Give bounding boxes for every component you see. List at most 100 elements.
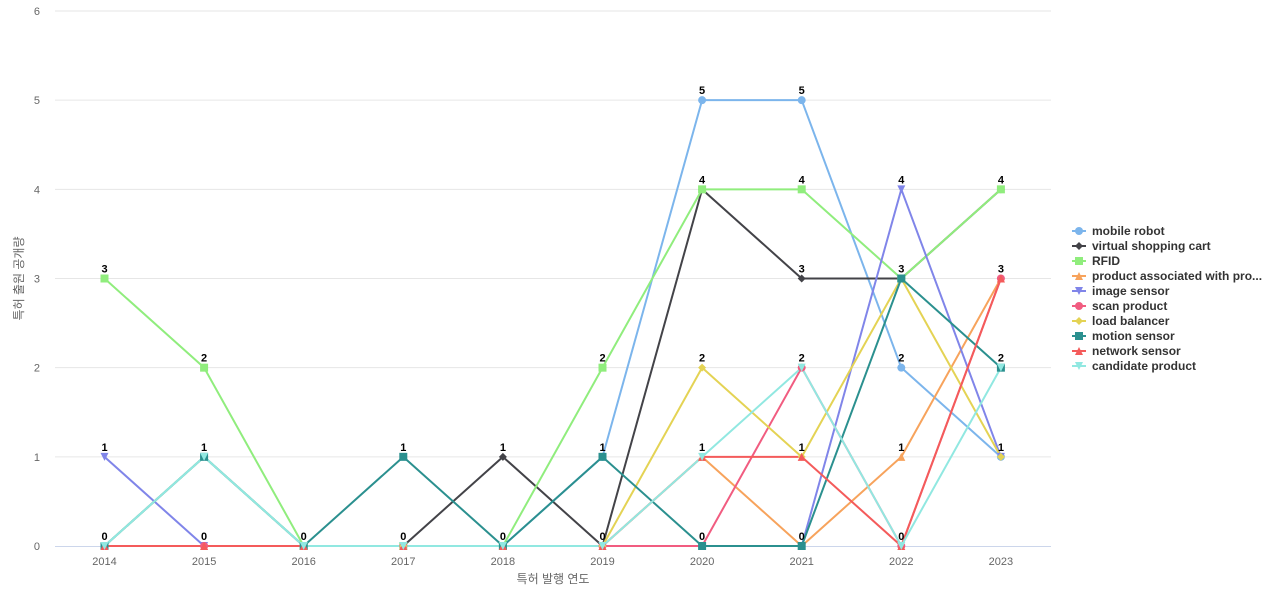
data-point[interactable] bbox=[897, 274, 906, 283]
y-axis-ticks: 0 1 2 3 4 5 6 bbox=[34, 6, 40, 553]
series-line[interactable] bbox=[103, 277, 1002, 547]
data-label: 2 bbox=[699, 353, 705, 365]
data-label: 5 bbox=[699, 85, 705, 97]
data-point[interactable] bbox=[498, 452, 507, 461]
data-label: 0 bbox=[201, 531, 207, 543]
data-point[interactable] bbox=[200, 363, 209, 372]
x-tick-label: 2022 bbox=[889, 556, 913, 568]
data-point[interactable] bbox=[797, 185, 806, 194]
data-label: 1 bbox=[101, 442, 107, 454]
series-line[interactable] bbox=[103, 277, 1002, 547]
data-label: 4 bbox=[699, 174, 706, 186]
data-point[interactable] bbox=[897, 185, 906, 194]
x-tick-label: 2016 bbox=[291, 556, 315, 568]
data-point[interactable] bbox=[797, 274, 806, 283]
data-point[interactable] bbox=[698, 363, 707, 372]
x-axis-ticks: 2014 2015 2016 2017 2018 2019 2020 2021 2022 2023 bbox=[92, 556, 1013, 568]
series-line[interactable] bbox=[103, 366, 1002, 547]
data-point[interactable] bbox=[996, 274, 1005, 283]
series-line[interactable] bbox=[103, 188, 1002, 547]
legend-item[interactable]: virtual shopping cart bbox=[1072, 239, 1211, 253]
data-point[interactable] bbox=[100, 274, 109, 283]
data-point[interactable] bbox=[897, 452, 906, 461]
legend-item[interactable]: product associated with pro... bbox=[1072, 269, 1262, 283]
data-point[interactable] bbox=[200, 542, 209, 550]
data-point[interactable] bbox=[698, 96, 707, 105]
data-point[interactable] bbox=[797, 452, 806, 461]
data-point[interactable] bbox=[399, 542, 408, 550]
y-axis-title: 특허 출원 공개량 bbox=[12, 237, 26, 321]
data-label: 2 bbox=[799, 353, 805, 365]
legend-symbol[interactable] bbox=[1075, 227, 1083, 235]
data-point[interactable] bbox=[897, 363, 906, 372]
data-point[interactable] bbox=[996, 363, 1005, 372]
data-label: 0 bbox=[799, 531, 805, 543]
series-line[interactable] bbox=[103, 277, 1002, 547]
data-label: 5 bbox=[799, 85, 805, 97]
data-label: 1 bbox=[998, 442, 1004, 454]
data-point[interactable] bbox=[100, 542, 109, 550]
legend-symbol[interactable] bbox=[1075, 347, 1083, 355]
series-line[interactable] bbox=[103, 277, 1002, 547]
data-label: 2 bbox=[998, 353, 1004, 365]
data-labels: 3 1 0 2 1 0 0 1 0 1 0 2 1 0 5 4 2 1 0 5 4 3 2 1 0 4 3 2 1 0 4 3 2 1 bbox=[101, 85, 1004, 543]
data-point[interactable] bbox=[996, 185, 1005, 194]
data-label: 2 bbox=[599, 353, 605, 365]
data-label: 3 bbox=[898, 264, 904, 276]
legend-item[interactable]: mobile robot bbox=[1072, 224, 1165, 238]
data-point[interactable] bbox=[698, 185, 707, 194]
data-point[interactable] bbox=[598, 363, 607, 372]
x-tick-label: 2015 bbox=[192, 556, 216, 568]
data-point[interactable] bbox=[797, 363, 806, 372]
data-point[interactable] bbox=[996, 452, 1005, 461]
legend-symbol[interactable] bbox=[1075, 362, 1083, 370]
legend-symbol[interactable] bbox=[1075, 242, 1083, 250]
data-label: 1 bbox=[898, 442, 904, 454]
data-point[interactable] bbox=[299, 542, 308, 550]
data-point[interactable] bbox=[598, 452, 607, 461]
data-label: 1 bbox=[599, 442, 605, 454]
legend-item[interactable]: image sensor bbox=[1072, 284, 1170, 298]
legend-label: load balancer bbox=[1092, 314, 1170, 328]
legend-symbol[interactable] bbox=[1075, 272, 1083, 280]
legend-label: virtual shopping cart bbox=[1092, 239, 1211, 253]
legend-label: RFID bbox=[1092, 254, 1120, 268]
data-point[interactable] bbox=[797, 542, 806, 550]
legend-item[interactable]: load balancer bbox=[1072, 314, 1170, 328]
y-tick-label: 5 bbox=[34, 95, 40, 107]
data-label: 0 bbox=[898, 531, 904, 543]
legend-label: scan product bbox=[1092, 299, 1167, 313]
legend-symbol[interactable] bbox=[1075, 257, 1083, 265]
data-point[interactable] bbox=[698, 452, 707, 461]
data-point[interactable] bbox=[797, 96, 806, 105]
x-tick-label: 2018 bbox=[491, 556, 515, 568]
data-point[interactable] bbox=[897, 542, 906, 550]
series-line[interactable] bbox=[103, 277, 1002, 547]
data-point[interactable] bbox=[100, 452, 109, 461]
legend-item[interactable]: network sensor bbox=[1072, 344, 1181, 358]
data-point[interactable] bbox=[399, 452, 408, 461]
x-tick-label: 2019 bbox=[590, 556, 614, 568]
legend-item[interactable]: motion sensor bbox=[1072, 329, 1175, 343]
series-line[interactable] bbox=[103, 99, 1002, 547]
data-point[interactable] bbox=[498, 542, 507, 550]
legend-item[interactable]: scan product bbox=[1072, 299, 1167, 313]
y-tick-label: 6 bbox=[34, 6, 40, 18]
legend-symbol[interactable] bbox=[1075, 332, 1083, 340]
y-tick-label: 0 bbox=[34, 541, 40, 553]
x-tick-label: 2020 bbox=[690, 556, 714, 568]
legend-item[interactable]: RFID bbox=[1072, 254, 1120, 268]
data-label: 1 bbox=[699, 442, 705, 454]
data-point[interactable] bbox=[598, 542, 607, 550]
data-label: 3 bbox=[799, 264, 805, 276]
legend-symbol[interactable] bbox=[1075, 302, 1083, 310]
legend-symbol[interactable] bbox=[1075, 317, 1083, 325]
data-label: 3 bbox=[998, 264, 1004, 276]
legend-symbol[interactable] bbox=[1075, 287, 1083, 295]
legend-item[interactable]: candidate product bbox=[1072, 359, 1196, 373]
y-tick-label: 3 bbox=[34, 274, 40, 286]
data-point[interactable] bbox=[698, 542, 707, 550]
data-point[interactable] bbox=[200, 452, 209, 461]
